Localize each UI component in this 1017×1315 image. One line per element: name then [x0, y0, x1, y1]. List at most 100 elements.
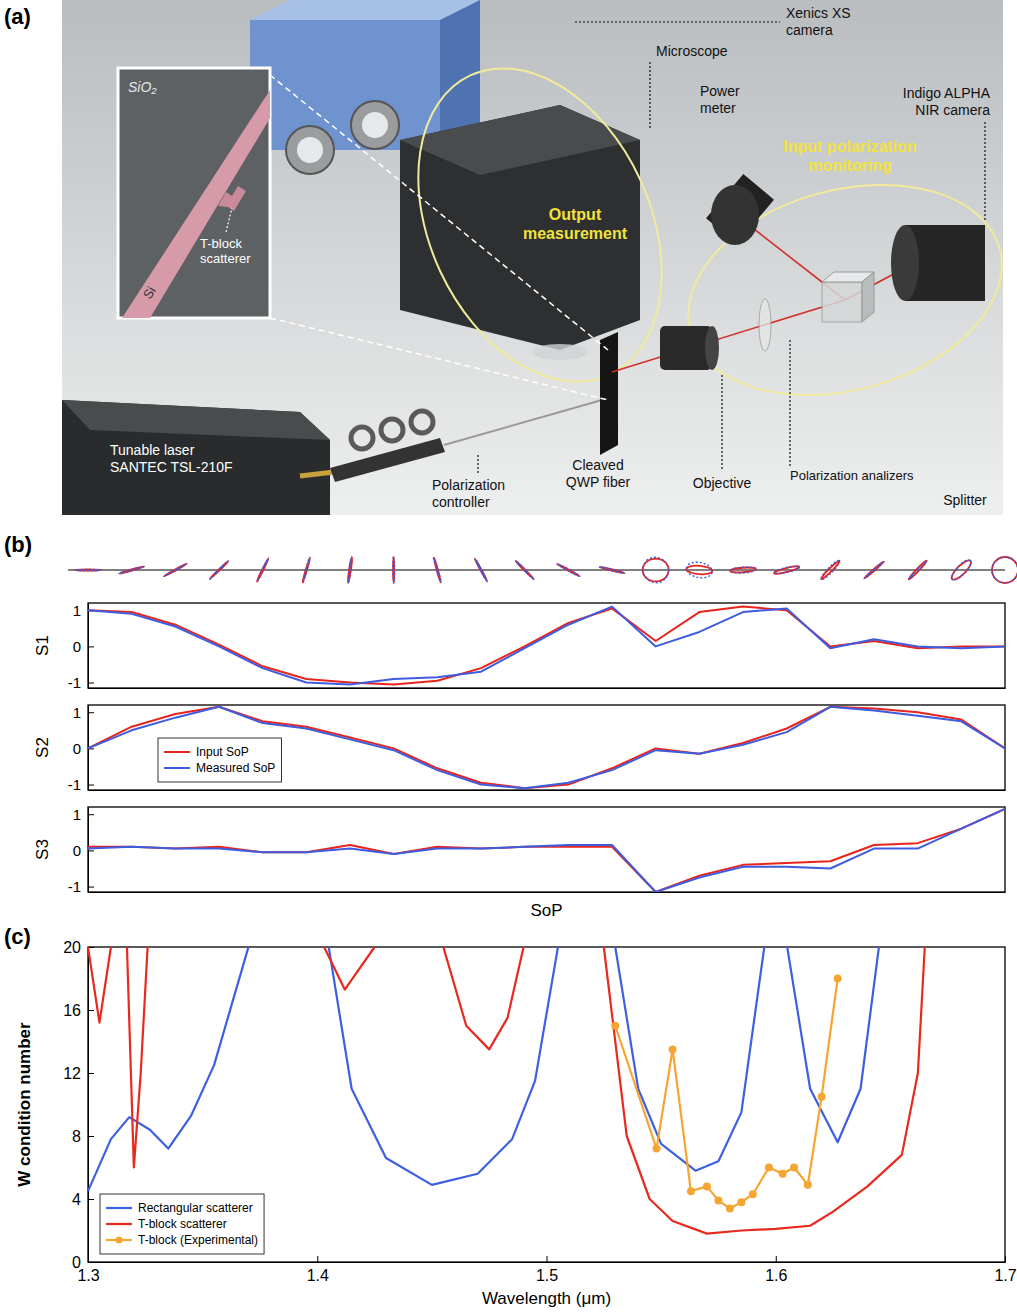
tick: 1 [73, 806, 94, 823]
legend-label: Rectangular scatterer [138, 1201, 253, 1215]
sop-ellipse [864, 561, 885, 579]
sop-ellipse [992, 557, 1017, 583]
tick-mark [317, 1256, 318, 1262]
axis-line [89, 1262, 1006, 1263]
x-axis [89, 688, 1006, 689]
sop-ellipse [119, 566, 144, 574]
tick-mark [88, 785, 94, 786]
label-line: Output [549, 206, 602, 223]
y-title: S1 [33, 635, 52, 656]
legend: Rectangular scattererT-block scattererT-… [100, 1194, 264, 1254]
sop-ellipse [393, 557, 395, 583]
tick-label: -1 [68, 776, 81, 793]
sop-ellipse [302, 557, 311, 582]
beam [612, 300, 845, 372]
tick-mark [88, 1010, 94, 1011]
plot-area [88, 947, 925, 1234]
baseline [68, 570, 1005, 571]
polarizer [759, 299, 771, 351]
tick-label: 1 [73, 806, 81, 823]
plot-frame [88, 603, 1005, 688]
tick: -1 [68, 674, 94, 691]
chart: -101SoPS3 [33, 806, 1006, 920]
leader [789, 340, 790, 466]
label-line: Power [700, 83, 740, 99]
waveguide [122, 90, 270, 318]
axis-line [89, 790, 1006, 791]
sop-ellipse [599, 566, 625, 573]
background [62, 0, 1003, 515]
axis-line [89, 688, 1006, 689]
series-line [88, 947, 879, 1191]
label: Si [140, 284, 159, 302]
label-line: Microscope [656, 43, 728, 59]
output-region [371, 29, 710, 421]
leader [575, 21, 780, 22]
x-axis: 1.31.41.51.61.7 [77, 1256, 1016, 1284]
series-line [88, 607, 1005, 685]
legend-label: Measured SoP [196, 761, 275, 775]
polarization-controller [330, 438, 445, 482]
tick-label: 0 [73, 638, 81, 655]
tick: 1 [73, 704, 94, 721]
sop-ellipse [730, 567, 756, 573]
sop-ellipse [908, 560, 927, 579]
marker [804, 1181, 812, 1189]
objective [660, 326, 712, 370]
label: Outputmeasurement [523, 206, 628, 242]
tick: -1 [68, 878, 94, 895]
label-line: SANTEC TSL-210F [110, 459, 233, 475]
series-line [88, 947, 925, 1234]
sop-ellipse [75, 569, 101, 570]
tick-mark [88, 683, 94, 684]
power-meter [706, 174, 774, 244]
fiber-loop [351, 427, 373, 449]
plot-area [88, 607, 1005, 685]
sop-ellipse [599, 566, 625, 574]
label: Splitter [943, 492, 987, 508]
marker [818, 1093, 826, 1101]
label-line: Xenics XS [786, 5, 851, 21]
legend-swatch [106, 1207, 132, 1209]
tick-label: 0 [72, 1254, 81, 1271]
tick-label: 0 [73, 740, 81, 757]
power-meter-front [711, 185, 759, 245]
laser-body [62, 400, 330, 515]
label-line: monitoring [808, 157, 892, 174]
legend-swatch [164, 767, 190, 769]
tick-mark [88, 712, 94, 713]
legend-swatch [106, 1223, 132, 1225]
tick-mark [88, 1199, 94, 1200]
axis-line [88, 948, 89, 1263]
tick-label: 12 [63, 1065, 81, 1082]
chart: -101S1 [33, 602, 1006, 691]
tick-label: 1 [73, 704, 81, 721]
sop-ellipse [433, 557, 442, 582]
label-line: Polarization [432, 477, 505, 493]
label-line: Polarization analizers [790, 468, 914, 483]
panel-letter: (a) [4, 4, 31, 29]
tick: 0 [72, 1254, 94, 1271]
y-axis: -1 0 1 [68, 806, 94, 895]
label: Microscope [656, 43, 728, 59]
leader [721, 375, 722, 470]
leader [984, 122, 985, 222]
label-line: SiO₂ [128, 79, 157, 95]
marker [737, 1198, 745, 1206]
plot-frame [88, 947, 1005, 1262]
sop-ellipse [256, 558, 269, 582]
leader [649, 62, 650, 130]
tick: 0 [73, 842, 94, 859]
eyepiece-glass [362, 112, 388, 138]
marker [765, 1164, 773, 1172]
legend-marker [116, 1237, 123, 1244]
sop-ellipse [864, 561, 885, 579]
sop-ellipse [557, 563, 581, 577]
chart: -101S2Input SoPMeasured SoP [33, 704, 1006, 793]
splitter [822, 282, 862, 322]
eyepiece-glass [297, 137, 323, 163]
input-region [665, 152, 1017, 428]
sop-ellipse [209, 561, 229, 580]
label-line: camera [786, 22, 833, 38]
tick-label: 20 [63, 939, 81, 956]
